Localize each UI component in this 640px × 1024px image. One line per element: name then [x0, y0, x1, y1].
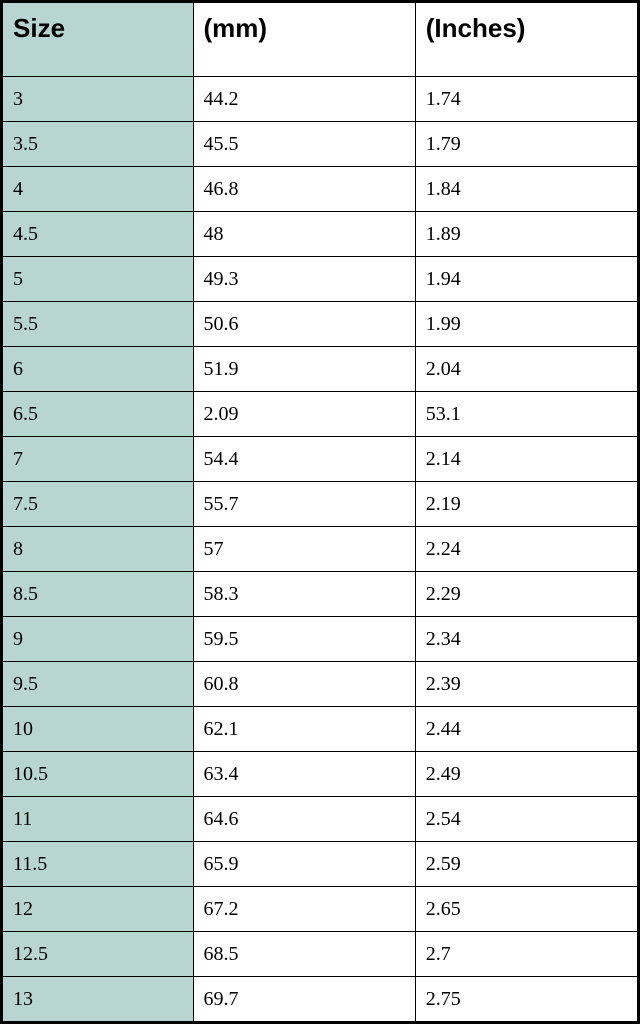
table-row: 12.568.52.7 [3, 932, 638, 977]
cell-mm: 49.3 [193, 257, 415, 302]
cell-size: 7 [3, 437, 194, 482]
cell-inches: 2.54 [415, 797, 637, 842]
cell-size: 6 [3, 347, 194, 392]
cell-size: 4 [3, 167, 194, 212]
table-header-row: Size (mm) (Inches) [3, 3, 638, 77]
cell-inches: 1.94 [415, 257, 637, 302]
cell-inches: 1.79 [415, 122, 637, 167]
cell-size: 4.5 [3, 212, 194, 257]
cell-size: 11.5 [3, 842, 194, 887]
cell-inches: 2.34 [415, 617, 637, 662]
cell-mm: 60.8 [193, 662, 415, 707]
table-row: 7.555.72.19 [3, 482, 638, 527]
table-row: 1369.72.75 [3, 977, 638, 1022]
table-header: Size (mm) (Inches) [3, 3, 638, 77]
cell-inches: 1.89 [415, 212, 637, 257]
table-row: 959.52.34 [3, 617, 638, 662]
table-row: 446.81.84 [3, 167, 638, 212]
cell-inches: 1.99 [415, 302, 637, 347]
cell-size: 10 [3, 707, 194, 752]
table-row: 651.92.04 [3, 347, 638, 392]
cell-size: 5 [3, 257, 194, 302]
cell-size: 8 [3, 527, 194, 572]
table-row: 9.560.82.39 [3, 662, 638, 707]
table-row: 344.21.74 [3, 77, 638, 122]
size-conversion-table-wrapper: Size (mm) (Inches) 344.21.743.545.51.794… [0, 0, 640, 1024]
cell-inches: 1.84 [415, 167, 637, 212]
column-header-inches: (Inches) [415, 3, 637, 77]
cell-mm: 45.5 [193, 122, 415, 167]
cell-size: 5.5 [3, 302, 194, 347]
cell-mm: 68.5 [193, 932, 415, 977]
cell-mm: 59.5 [193, 617, 415, 662]
cell-inches: 2.24 [415, 527, 637, 572]
cell-mm: 46.8 [193, 167, 415, 212]
cell-mm: 64.6 [193, 797, 415, 842]
cell-size: 10.5 [3, 752, 194, 797]
cell-size: 9.5 [3, 662, 194, 707]
cell-mm: 2.09 [193, 392, 415, 437]
cell-size: 6.5 [3, 392, 194, 437]
cell-mm: 63.4 [193, 752, 415, 797]
cell-size: 12 [3, 887, 194, 932]
cell-inches: 2.75 [415, 977, 637, 1022]
cell-mm: 51.9 [193, 347, 415, 392]
cell-inches: 2.59 [415, 842, 637, 887]
cell-inches: 1.74 [415, 77, 637, 122]
cell-inches: 2.04 [415, 347, 637, 392]
cell-mm: 44.2 [193, 77, 415, 122]
cell-size: 9 [3, 617, 194, 662]
cell-mm: 50.6 [193, 302, 415, 347]
cell-mm: 58.3 [193, 572, 415, 617]
cell-mm: 54.4 [193, 437, 415, 482]
cell-size: 3 [3, 77, 194, 122]
cell-mm: 55.7 [193, 482, 415, 527]
cell-mm: 67.2 [193, 887, 415, 932]
table-row: 11.565.92.59 [3, 842, 638, 887]
cell-size: 3.5 [3, 122, 194, 167]
table-row: 3.545.51.79 [3, 122, 638, 167]
cell-inches: 2.7 [415, 932, 637, 977]
cell-mm: 69.7 [193, 977, 415, 1022]
table-row: 549.31.94 [3, 257, 638, 302]
table-row: 8.558.32.29 [3, 572, 638, 617]
cell-inches: 2.29 [415, 572, 637, 617]
cell-inches: 2.65 [415, 887, 637, 932]
cell-inches: 2.14 [415, 437, 637, 482]
cell-inches: 2.39 [415, 662, 637, 707]
cell-inches: 2.44 [415, 707, 637, 752]
table-row: 1164.62.54 [3, 797, 638, 842]
table-row: 1267.22.65 [3, 887, 638, 932]
cell-size: 12.5 [3, 932, 194, 977]
column-header-mm: (mm) [193, 3, 415, 77]
table-row: 4.5481.89 [3, 212, 638, 257]
cell-mm: 57 [193, 527, 415, 572]
size-conversion-table: Size (mm) (Inches) 344.21.743.545.51.794… [2, 2, 638, 1022]
cell-inches: 2.49 [415, 752, 637, 797]
table-row: 5.550.61.99 [3, 302, 638, 347]
table-row: 754.42.14 [3, 437, 638, 482]
table-row: 1062.12.44 [3, 707, 638, 752]
table-row: 10.563.42.49 [3, 752, 638, 797]
cell-mm: 62.1 [193, 707, 415, 752]
cell-size: 13 [3, 977, 194, 1022]
cell-inches: 2.19 [415, 482, 637, 527]
table-body: 344.21.743.545.51.79446.81.844.5481.8954… [3, 77, 638, 1022]
cell-size: 8.5 [3, 572, 194, 617]
cell-inches: 53.1 [415, 392, 637, 437]
cell-size: 7.5 [3, 482, 194, 527]
table-row: 6.52.0953.1 [3, 392, 638, 437]
cell-mm: 48 [193, 212, 415, 257]
table-row: 8572.24 [3, 527, 638, 572]
cell-mm: 65.9 [193, 842, 415, 887]
column-header-size: Size [3, 3, 194, 77]
cell-size: 11 [3, 797, 194, 842]
